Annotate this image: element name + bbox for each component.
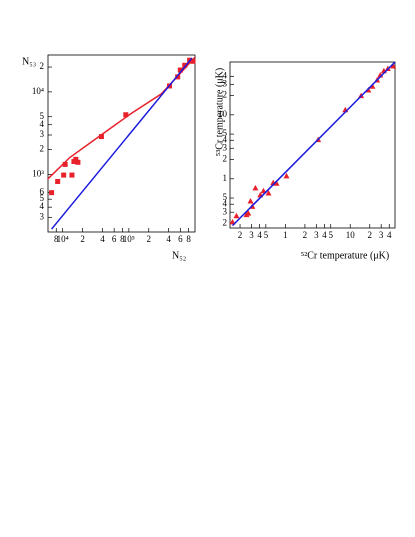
fit-line <box>231 61 396 227</box>
x-tick-label: 2 <box>238 230 243 240</box>
data-point <box>69 172 75 178</box>
y-tick-label: 4 <box>40 119 45 129</box>
y-tick-label: 4 <box>223 70 228 80</box>
x-tick-label: 6 <box>112 234 117 244</box>
y-tick-label: 2 <box>223 218 228 228</box>
x-tick-label: 5 <box>328 230 333 240</box>
x-tick-label: 6 <box>178 234 183 244</box>
y-tick-label: 5 <box>40 111 45 121</box>
y-tick-label: 2 <box>40 61 45 71</box>
data-point <box>49 190 55 196</box>
fit-line <box>51 57 193 230</box>
x-tick-label: 8 <box>120 234 125 244</box>
x-tick-label: 4 <box>322 230 327 240</box>
data-point <box>369 83 376 89</box>
data-point <box>233 212 240 219</box>
x-tick-label: 4 <box>387 230 392 240</box>
x-tick-label: 8 <box>186 234 191 244</box>
plot-frame <box>229 61 396 229</box>
y-axis-label: ⁵³Cr temperature (μK) <box>214 68 225 156</box>
data-point <box>265 189 272 196</box>
data-point <box>123 112 129 118</box>
data-point <box>252 184 259 191</box>
data-point <box>62 161 68 167</box>
x-tick-label: 4 <box>257 230 262 240</box>
data-point <box>61 172 67 178</box>
data-point <box>283 172 290 179</box>
y-tick-label: 3 <box>40 212 45 222</box>
x-tick-label: 2 <box>303 230 308 240</box>
data-point <box>177 67 183 73</box>
x-tick-label: 2 <box>80 234 85 244</box>
y-tick-label: 2 <box>223 90 228 100</box>
y-tick-label: 4 <box>223 198 228 208</box>
data-point <box>190 58 196 64</box>
data-point <box>73 156 79 162</box>
data-point <box>98 134 104 140</box>
data-point <box>245 210 252 216</box>
x-tick-label: 10 <box>346 230 356 240</box>
data-point <box>182 62 188 68</box>
y-tick-label: 1 <box>223 173 228 183</box>
x-tick-label: 1 <box>283 230 288 240</box>
data-point <box>273 180 280 186</box>
x-tick-label: 2 <box>147 234 152 244</box>
y-tick-label: 6 <box>40 187 45 197</box>
data-point <box>390 63 397 69</box>
data-point <box>75 159 81 165</box>
x-tick-label: 5 <box>264 230 269 240</box>
y-tick-label: 10⁴ <box>32 86 44 96</box>
x-tick-label: 10⁵ <box>123 234 135 244</box>
data-point <box>55 178 61 184</box>
y-tick-label: 3 <box>223 206 228 216</box>
x-tick-label: 3 <box>379 230 384 240</box>
x-tick-label: 4 <box>100 234 105 244</box>
y-tick-label: 4 <box>223 134 228 144</box>
y-tick-label: 10³ <box>32 168 44 178</box>
y-tick-label: 5 <box>40 193 45 203</box>
x-tick-label: 3 <box>249 230 254 240</box>
x-tick-label: 2 <box>368 230 373 240</box>
x-tick-label: 8 <box>54 234 59 244</box>
plot-frame <box>47 54 196 233</box>
y-tick-label: 3 <box>223 142 228 152</box>
fit-line <box>46 56 196 180</box>
data-point <box>247 197 254 204</box>
y-tick-label: 3 <box>40 129 45 139</box>
x-tick-label: 3 <box>314 230 319 240</box>
y-tick-label: 2 <box>223 154 228 164</box>
x-axis-label: ⁵²Cr temperature (μK) <box>301 250 389 261</box>
y-tick-label: 2 <box>40 144 45 154</box>
x-axis-label: N₅₂ <box>172 250 186 261</box>
y-tick-label: 10 <box>218 109 228 119</box>
y-tick-label: 5 <box>223 128 228 138</box>
y-axis-label: N₅₃ <box>22 56 36 67</box>
y-tick-label: 4 <box>40 201 45 211</box>
x-tick-label: 10⁴ <box>57 234 69 244</box>
y-tick-label: 5 <box>223 192 228 202</box>
x-tick-label: 4 <box>166 234 171 244</box>
y-tick-label: 3 <box>223 78 228 88</box>
data-point <box>229 218 236 225</box>
